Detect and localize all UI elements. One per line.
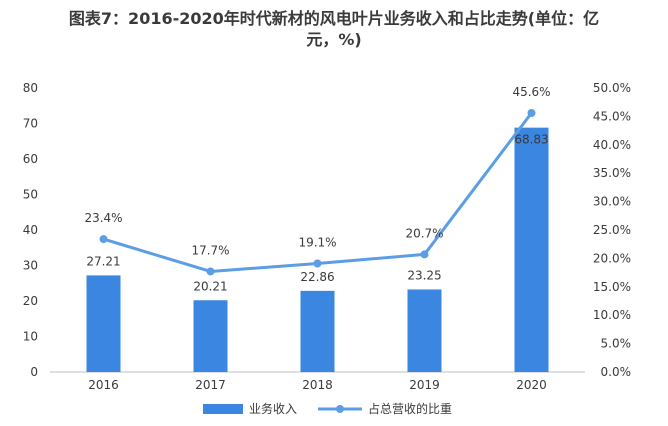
revenue-data-label: 68.83 [514, 133, 548, 147]
left-axis-tick-label: 40 [23, 223, 38, 237]
revenue-bar [86, 275, 121, 372]
right-axis-tick-label: 30.0% [593, 195, 631, 209]
left-axis-tick-label: 80 [23, 81, 38, 95]
left-axis-tick-label: 10 [23, 330, 38, 344]
right-axis-tick-label: 40.0% [593, 138, 631, 152]
left-axis-tick-label: 0 [30, 365, 38, 379]
chart-title-line-1: 图表7：2016-2020年时代新材的风电叶片业务收入和占比走势(单位：亿 [68, 9, 600, 28]
revenue-bar [193, 300, 228, 372]
left-axis-tick-label: 20 [23, 294, 38, 308]
legend-share-label: 占总营收的比重 [368, 401, 452, 416]
revenue-data-label: 27.21 [86, 254, 120, 268]
share-data-label: 20.7% [405, 226, 443, 240]
share-data-label: 45.6% [512, 85, 550, 99]
revenue-data-label: 23.25 [407, 268, 441, 282]
revenue-bar [300, 290, 335, 372]
right-axis-tick-label: 10.0% [593, 308, 631, 322]
share-data-label: 19.1% [298, 236, 336, 250]
right-axis-tick-label: 35.0% [593, 166, 631, 180]
right-axis-tick-label: 50.0% [593, 81, 631, 95]
revenue-bar [514, 127, 549, 372]
left-axis-tick-label: 30 [23, 259, 38, 273]
revenue-data-label: 22.86 [300, 270, 334, 284]
chart-title: 图表7：2016-2020年时代新材的风电叶片业务收入和占比走势(单位：亿 元，… [0, 8, 668, 50]
right-axis-tick-label: 5.0% [601, 337, 632, 351]
share-point [420, 250, 429, 259]
legend-revenue-label: 业务收入 [249, 401, 297, 416]
x-axis-tick-label: 2020 [516, 378, 547, 392]
share-point [99, 235, 108, 244]
share-data-label: 17.7% [191, 243, 229, 257]
share-point [206, 267, 215, 276]
right-axis-tick-label: 15.0% [593, 280, 631, 294]
left-axis-tick-label: 60 [23, 152, 38, 166]
left-axis-tick-label: 70 [23, 117, 38, 131]
share-point [527, 108, 536, 117]
left-axis-tick-label: 50 [23, 188, 38, 202]
x-axis-tick-label: 2018 [302, 378, 333, 392]
chart-title-line-2: 元，%) [306, 30, 362, 49]
right-axis-tick-label: 0.0% [601, 365, 632, 379]
right-axis-tick-label: 25.0% [593, 223, 631, 237]
share-point [313, 259, 322, 268]
legend-share-swatch-marker [336, 405, 344, 413]
x-axis-tick-label: 2016 [88, 378, 119, 392]
share-data-label: 23.4% [84, 211, 122, 225]
x-axis-tick-label: 2017 [195, 378, 226, 392]
revenue-data-label: 20.21 [193, 279, 227, 293]
legend-revenue-swatch [203, 404, 243, 414]
x-axis-tick-label: 2019 [409, 378, 440, 392]
right-axis-tick-label: 20.0% [593, 251, 631, 265]
right-axis-tick-label: 45.0% [593, 109, 631, 123]
revenue-bar [407, 289, 442, 372]
